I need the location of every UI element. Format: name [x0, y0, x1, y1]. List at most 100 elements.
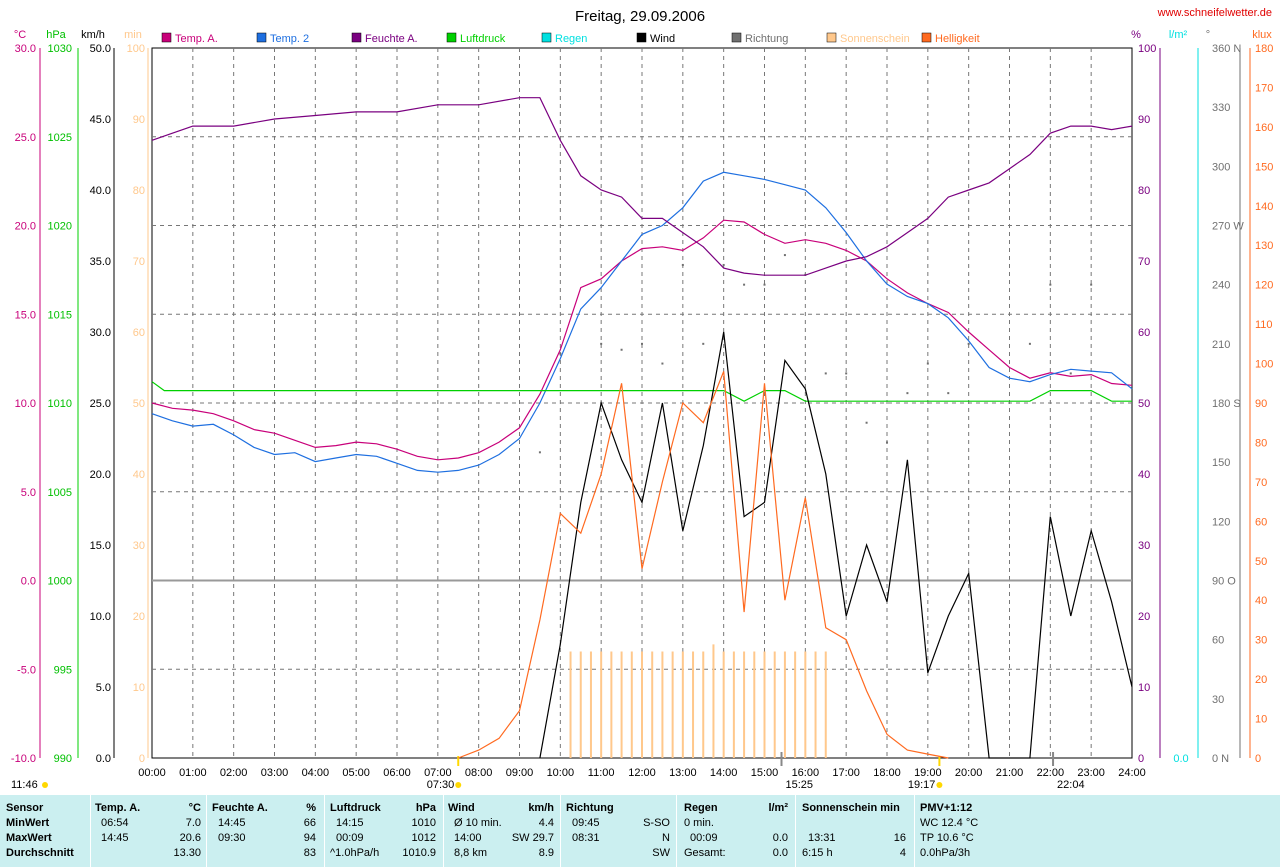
regen-min-label: 0 min.	[684, 817, 714, 829]
direction-dot-21	[1028, 342, 1031, 345]
time-tick-22: 22:00	[1037, 767, 1065, 779]
legend-label-4: Regen	[555, 33, 587, 45]
regen-unit: l/m²	[768, 802, 788, 814]
legend-swatch-6	[731, 32, 742, 43]
sunset-icon	[936, 782, 943, 788]
temp-max: 20.6	[179, 832, 201, 844]
legend-swatch-7	[826, 32, 837, 43]
pressure-tick-2: 1020	[48, 221, 72, 233]
sunset-label: 19:17	[908, 779, 936, 791]
direction-dot-8	[722, 263, 725, 266]
legend-label-1: Temp. 2	[270, 33, 309, 45]
humidity-tick-6: 40	[1138, 469, 1150, 481]
summary-pmv: PMV+1:12 WC 12.4 °C TP 10.6 °C 0.0hPa/3h	[920, 795, 1040, 867]
row-label-avg: Durchschnitt	[6, 847, 74, 859]
time-tick-18: 18:00	[873, 767, 901, 779]
regen-max: 0.0	[772, 832, 788, 844]
time-tick-15: 15:00	[751, 767, 779, 779]
wind-tick-1: 45.0	[90, 114, 111, 126]
direction-tick-9: 90 O	[1212, 576, 1236, 588]
direction-dot-16	[886, 441, 888, 444]
time-tick-7: 07:00	[424, 767, 452, 779]
wind-tick-7: 15.0	[90, 540, 111, 552]
richtung-min-time: 09:45	[572, 817, 600, 829]
temp-tick-1: 25.0	[15, 132, 36, 144]
pressure-tick-3: 1015	[48, 309, 72, 321]
temp-axis-unit: °C	[14, 29, 26, 41]
legend-label-8: Helligkeit	[935, 33, 980, 45]
series-line-4	[539, 331, 1133, 759]
time-tick-6: 06:00	[383, 767, 411, 779]
summary-richtung: Richtung 09:45 S-SO 08:31 N SW	[566, 795, 672, 867]
time-tick-2: 02:00	[220, 767, 248, 779]
feuchte-avg: 83	[303, 847, 316, 859]
sonne-avg: 4	[899, 847, 906, 859]
wind-tick-5: 25.0	[90, 398, 111, 410]
direction-dot-20	[967, 342, 970, 345]
direction-tick-8: 120	[1212, 516, 1230, 528]
sunrise-label: 07:30	[427, 779, 455, 791]
time-tick-13: 13:00	[669, 767, 697, 779]
direction-tick-5: 210	[1212, 339, 1230, 351]
sun-tick-7: 30	[133, 540, 145, 552]
sonne-max-time: 13:31	[808, 832, 836, 844]
time-tick-3: 03:00	[261, 767, 289, 779]
humidity-axis-unit: %	[1131, 29, 1141, 41]
direction-dot-11	[783, 254, 786, 257]
lux-tick-15: 30	[1255, 635, 1267, 647]
direction-dot-1	[559, 352, 562, 355]
legend-label-7: Sonnenschein	[840, 33, 910, 45]
sun-tick-6: 40	[133, 469, 145, 481]
lux-tick-1: 170	[1255, 82, 1273, 94]
summary-row-labels: Sensor MinWert MaxWert Durchschnitt	[6, 795, 90, 867]
pressure-tick-5: 1005	[48, 487, 72, 499]
sun-axis-unit: min	[124, 29, 142, 41]
pressure-tick-8: 990	[54, 753, 72, 765]
lux-tick-5: 130	[1255, 240, 1273, 252]
humidity-tick-4: 60	[1138, 327, 1150, 339]
humidity-tick-2: 80	[1138, 185, 1150, 197]
regen-max-time: 00:09	[690, 832, 718, 844]
richtung-header: Richtung	[566, 802, 614, 814]
temp-tick-2: 20.0	[15, 221, 36, 233]
pressure-tick-4: 1010	[48, 398, 72, 410]
direction-tick-11: 30	[1212, 694, 1224, 706]
series-line-2	[151, 97, 1133, 276]
temp-tick-6: 0.0	[21, 576, 36, 588]
wind-avg: 8.9	[538, 847, 554, 859]
moonset-label: 11:46	[11, 779, 38, 791]
feuchte-header: Feuchte A.	[212, 802, 268, 814]
summary-temp: Temp. A. °C 06:54 7.0 14:45 20.6 13.30	[95, 795, 205, 867]
time-tick-9: 09:00	[506, 767, 534, 779]
feuchte-unit: %	[306, 802, 316, 814]
time-tick-24: 24:00	[1118, 767, 1146, 779]
wind-min: 4.4	[538, 817, 554, 829]
legend-label-5: Wind	[650, 33, 675, 45]
sonne-avg-label: 6:15 h	[802, 847, 833, 859]
series-line-1	[151, 171, 1133, 473]
humidity-tick-1: 90	[1138, 114, 1150, 126]
direction-dot-0	[538, 451, 541, 454]
direction-dot-18	[926, 362, 929, 365]
lux-tick-13: 50	[1255, 556, 1267, 568]
summary-table: Sensor MinWert MaxWert Durchschnitt Temp…	[0, 795, 1280, 867]
legend-label-3: Luftdruck	[460, 33, 506, 45]
lux-tick-16: 20	[1255, 674, 1267, 686]
sonne-header: Sonnenschein min	[802, 802, 900, 814]
wind-tick-0: 50.0	[90, 43, 111, 55]
noon-label: 15:25	[786, 779, 814, 791]
temp-avg: 13.30	[173, 847, 201, 859]
wind-tick-8: 10.0	[90, 611, 111, 623]
time-tick-10: 10:00	[547, 767, 575, 779]
row-label-max: MaxWert	[6, 832, 52, 844]
richtung-min: S-SO	[643, 817, 670, 829]
regen-avg-label: Gesamt:	[684, 847, 726, 859]
sun-tick-10: 0	[139, 753, 145, 765]
humidity-tick-7: 30	[1138, 540, 1150, 552]
wind-dist: 8,8 km	[454, 847, 488, 859]
legend-label-6: Richtung	[745, 33, 788, 45]
direction-tick-10: 60	[1212, 635, 1224, 647]
sun-tick-3: 70	[133, 256, 145, 268]
pmv-wc: WC 12.4 °C	[920, 817, 979, 829]
sun-tick-9: 10	[133, 682, 145, 694]
